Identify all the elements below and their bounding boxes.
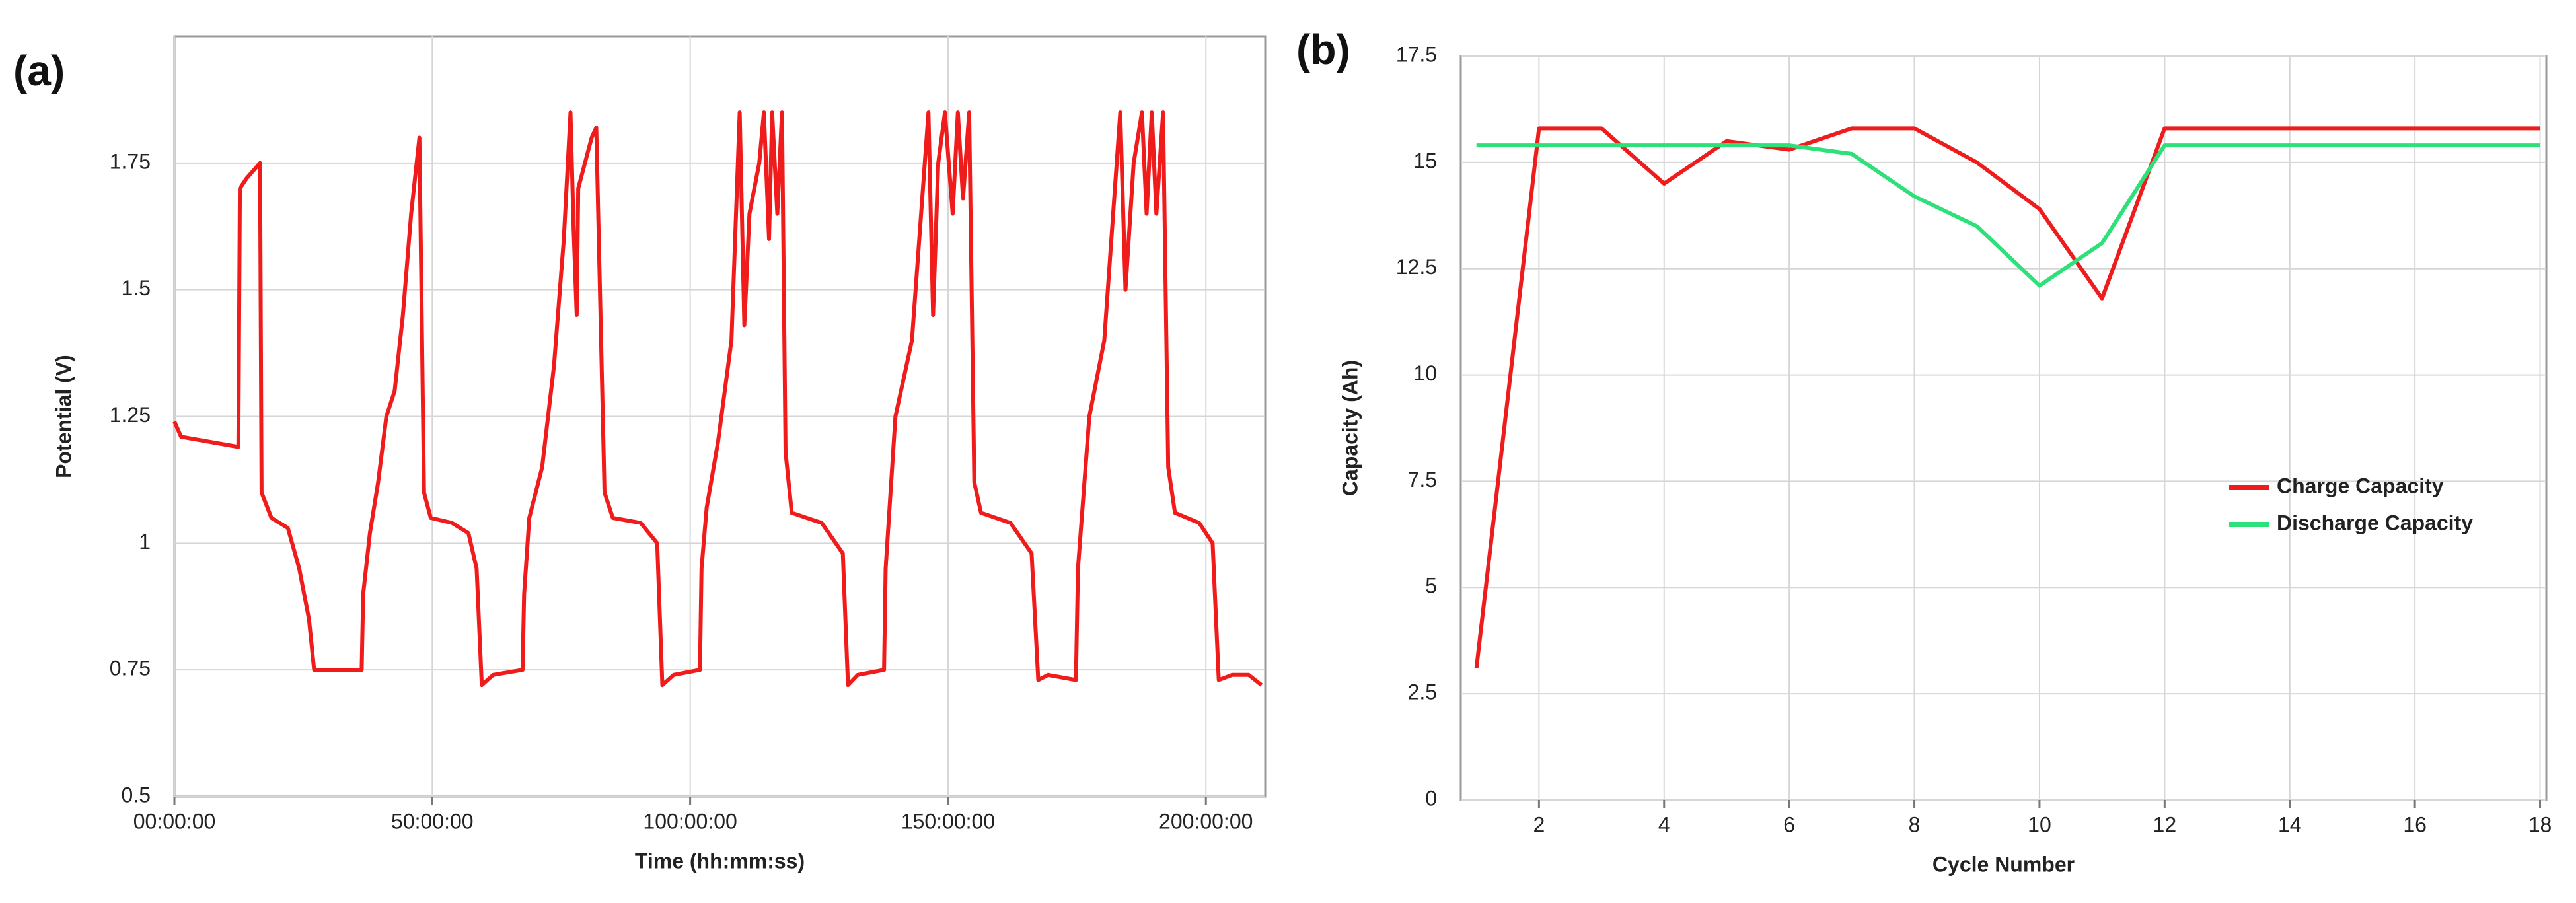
y-axis-title: Potential (V)	[52, 355, 75, 478]
y-axis-title: Capacity (Ah)	[1338, 360, 1362, 496]
y-tick-label: 0	[1425, 786, 1437, 810]
x-axis-title: Time (hh:mm:ss)	[635, 849, 805, 873]
y-tick-label: 17.5	[1396, 42, 1437, 66]
x-tick-label: 4	[1658, 813, 1670, 836]
x-tick-label: 16	[2403, 813, 2427, 836]
y-tick-label: 5	[1425, 574, 1437, 598]
x-tick-label: 6	[1783, 813, 1795, 836]
data-line	[172, 110, 1263, 688]
x-tick-label: 100:00:00	[643, 809, 737, 833]
x-tick-label: 14	[2278, 813, 2302, 836]
legend-label: Charge Capacity	[2277, 474, 2444, 497]
x-tick-label: 00:00:00	[133, 809, 216, 833]
y-tick-label: 12.5	[1396, 255, 1437, 279]
panel-label: (a)	[13, 47, 65, 94]
y-tick-label: 10	[1413, 361, 1437, 385]
y-tick-label: 7.5	[1408, 468, 1437, 491]
y-tick-label: 15	[1413, 149, 1437, 172]
x-tick-label: 200:00:00	[1159, 809, 1253, 833]
y-tick-label: 1	[139, 530, 151, 554]
y-tick-label: 0.5	[122, 783, 151, 807]
x-tick-label: 150:00:00	[901, 809, 995, 833]
x-tick-label: 50:00:00	[391, 809, 474, 833]
legend-label: Discharge Capacity	[2277, 511, 2473, 534]
y-tick-label: 0.75	[110, 657, 151, 680]
x-tick-label: 10	[2028, 813, 2051, 836]
y-tick-label: 2.5	[1408, 680, 1437, 704]
x-tick-label: 12	[2153, 813, 2177, 836]
x-tick-label: 8	[1909, 813, 1921, 836]
x-tick-label: 2	[1533, 813, 1545, 836]
y-tick-label: 1.5	[122, 276, 151, 300]
data-line	[1476, 143, 2540, 288]
panel-label: (b)	[1296, 26, 1350, 73]
data-line	[1474, 126, 2540, 668]
y-tick-label: 1.25	[110, 403, 151, 427]
x-axis-title: Cycle Number	[1932, 852, 2075, 876]
x-tick-label: 18	[2528, 813, 2552, 836]
y-tick-label: 1.75	[110, 149, 151, 173]
plot-area	[1459, 55, 2548, 801]
